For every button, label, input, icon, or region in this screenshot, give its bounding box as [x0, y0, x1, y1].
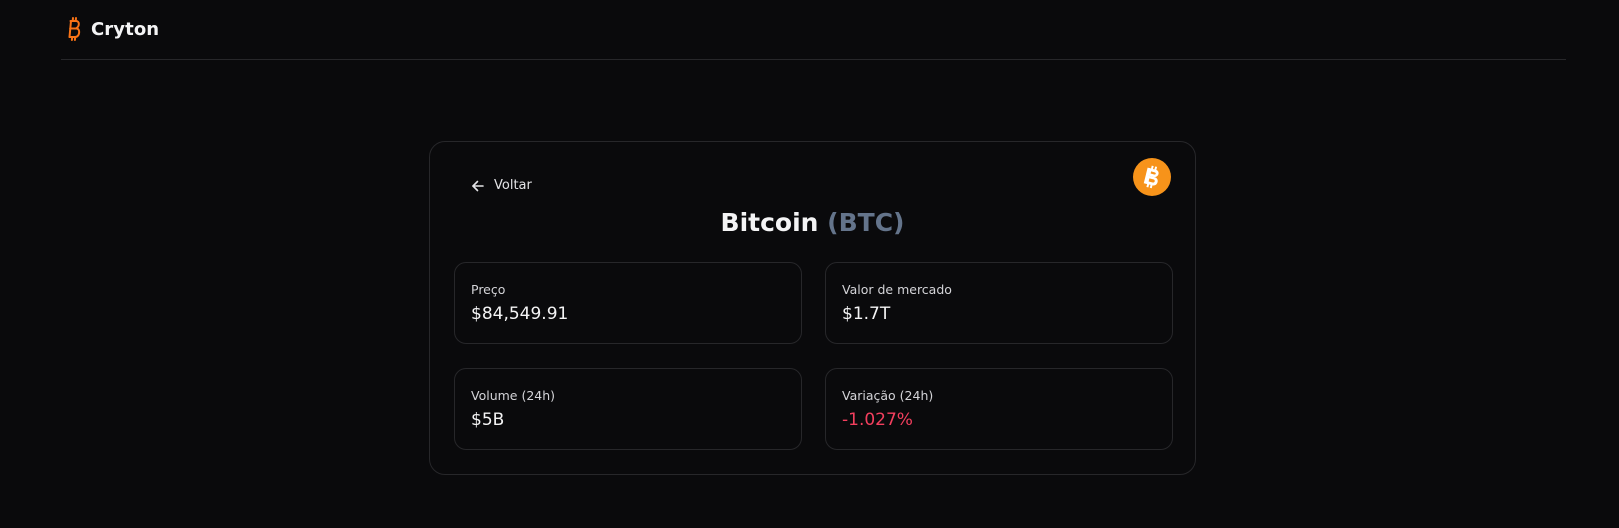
- stat-label-market-cap: Valor de mercado: [842, 282, 952, 297]
- stat-card-market-cap: Valor de mercado $1.7T: [825, 262, 1173, 344]
- back-button[interactable]: Voltar: [471, 175, 532, 195]
- back-label: Voltar: [494, 177, 532, 193]
- stat-card-price: Preço $84,549.91: [454, 262, 802, 344]
- stat-label-change: Variação (24h): [842, 388, 934, 403]
- coin-detail-card: Voltar Bitcoin (BTC) Preço $84,549.91 Va: [429, 141, 1196, 475]
- bitcoin-coin-icon: [1133, 158, 1171, 196]
- coin-name: Bitcoin: [720, 208, 819, 237]
- arrow-left-icon: [471, 178, 485, 192]
- brand-link[interactable]: Cryton: [67, 14, 159, 44]
- bitcoin-icon: [67, 16, 83, 42]
- stat-value-change: -1.027%: [842, 410, 913, 430]
- stat-value-market-cap: $1.7T: [842, 304, 891, 324]
- coin-symbol: (BTC): [827, 208, 905, 237]
- stat-value-volume: $5B: [471, 410, 505, 430]
- top-navbar: Cryton: [61, 0, 1566, 60]
- stat-value-price: $84,549.91: [471, 304, 569, 324]
- stat-card-volume: Volume (24h) $5B: [454, 368, 802, 450]
- stat-card-change: Variação (24h) -1.027%: [825, 368, 1173, 450]
- stat-label-volume: Volume (24h): [471, 388, 556, 403]
- brand-name: Cryton: [91, 18, 160, 40]
- stat-label-price: Preço: [471, 282, 506, 297]
- coin-title: Bitcoin (BTC): [430, 208, 1195, 237]
